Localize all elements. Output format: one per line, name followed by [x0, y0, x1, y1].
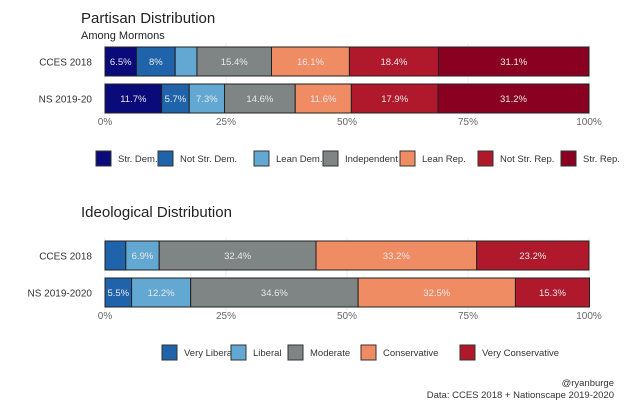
legend-label: Not Str. Dem.: [180, 154, 237, 165]
x-tick-label: 25%: [216, 117, 236, 128]
legend-swatch: [157, 150, 174, 167]
row-label: CCES 2018: [39, 252, 92, 263]
x-tick-label: 50%: [337, 311, 357, 322]
x-tick-label: 75%: [458, 117, 478, 128]
data-label: 33.2%: [383, 251, 410, 262]
caption-handle: @ryanburge: [562, 378, 614, 389]
bar-segment: [315, 240, 478, 271]
x-tick-label: 25%: [216, 311, 236, 322]
legend-swatch: [360, 344, 377, 361]
x-tick-label: 100%: [576, 311, 602, 322]
legend-label: Lean Rep.: [422, 154, 466, 165]
legend-swatch: [322, 150, 339, 167]
data-label: 5.5%: [107, 288, 129, 299]
bar-segment: [357, 277, 516, 308]
bar-segment: [158, 240, 317, 271]
bar-segment: [437, 46, 590, 77]
bar-segment: [476, 240, 590, 271]
bar-segment: [188, 83, 226, 114]
bar-segment: [104, 240, 127, 271]
data-label: 12.2%: [148, 288, 175, 299]
data-label: 6.9%: [132, 251, 154, 262]
data-label: 32.5%: [423, 288, 450, 299]
row-label: NS 2019-2020: [28, 289, 93, 300]
data-label: 15.4%: [221, 57, 248, 68]
data-label: 34.6%: [261, 288, 288, 299]
legend-swatch: [477, 150, 494, 167]
legend-swatch: [230, 344, 247, 361]
data-label: 32.4%: [224, 251, 251, 262]
data-label: 6.5%: [110, 57, 132, 68]
data-label: 23.2%: [519, 251, 546, 262]
data-label: 18.4%: [380, 57, 407, 68]
bar-segment: [125, 240, 160, 271]
legend-label: Very Liberal: [184, 348, 234, 359]
legend-label: Str. Rep.: [583, 154, 620, 165]
x-tick-label: 100%: [576, 117, 602, 128]
legend-label: Str. Dem.: [118, 154, 158, 165]
x-tick-label: 75%: [458, 311, 478, 322]
x-tick-label: 0%: [98, 311, 113, 322]
legend-label: Moderate: [310, 348, 350, 359]
legend-label: Not Str. Rep.: [500, 154, 554, 165]
data-label: 5.7%: [165, 94, 187, 105]
legend-swatch: [459, 344, 476, 361]
legend-label: Liberal: [253, 348, 282, 359]
data-label: 15.3%: [539, 288, 566, 299]
data-label: 11.6%: [310, 94, 337, 105]
partisan-panel: Partisan Distribution Among Mormons 0% 25…: [39, 10, 620, 167]
ideological-title: Ideological Distribution: [81, 204, 232, 221]
partisan-title: Partisan Distribution: [81, 10, 215, 27]
bar-segment: [131, 277, 192, 308]
legend-swatch: [95, 150, 112, 167]
caption-source: Data: CCES 2018 + Nationscape 2019-2020: [427, 390, 614, 401]
data-label: 17.9%: [381, 94, 408, 105]
bar-segment: [437, 83, 590, 114]
data-label: 11.7%: [120, 94, 147, 105]
row-label: NS 2019-20: [39, 95, 93, 106]
x-tick-label: 50%: [337, 117, 357, 128]
legend-label: Lean Dem.: [276, 154, 322, 165]
row-label: CCES 2018: [39, 58, 92, 69]
partisan-subtitle: Among Mormons: [81, 30, 165, 42]
bar-segment: [104, 83, 163, 114]
bar-segment: [104, 277, 133, 308]
bar-segment: [514, 277, 590, 308]
legend-swatch: [560, 150, 577, 167]
legend-label: Very Conservative: [482, 348, 559, 359]
data-label: 16.1%: [297, 57, 324, 68]
bar-segment: [196, 46, 272, 77]
data-label: 8%: [149, 57, 163, 68]
data-label: 31.2%: [500, 94, 527, 105]
ideological-panel: Ideological Distribution 0% 25% 50% 75% 100%…: [28, 204, 602, 361]
bar-segment: [190, 277, 359, 308]
legend-swatch: [399, 150, 416, 167]
legend-swatch: [161, 344, 178, 361]
data-label: 7.3%: [196, 94, 218, 105]
bar-segment: [348, 46, 439, 77]
x-tick-label: 0%: [98, 117, 113, 128]
bar-segment: [294, 83, 352, 114]
legend-swatch: [287, 344, 304, 361]
legend-label: Independent: [345, 154, 398, 165]
legend-label: Conservative: [383, 348, 438, 359]
legend-swatch: [253, 150, 270, 167]
data-label: 14.6%: [246, 94, 273, 105]
data-label: 31.1%: [500, 57, 527, 68]
bar-segment: [174, 46, 198, 77]
